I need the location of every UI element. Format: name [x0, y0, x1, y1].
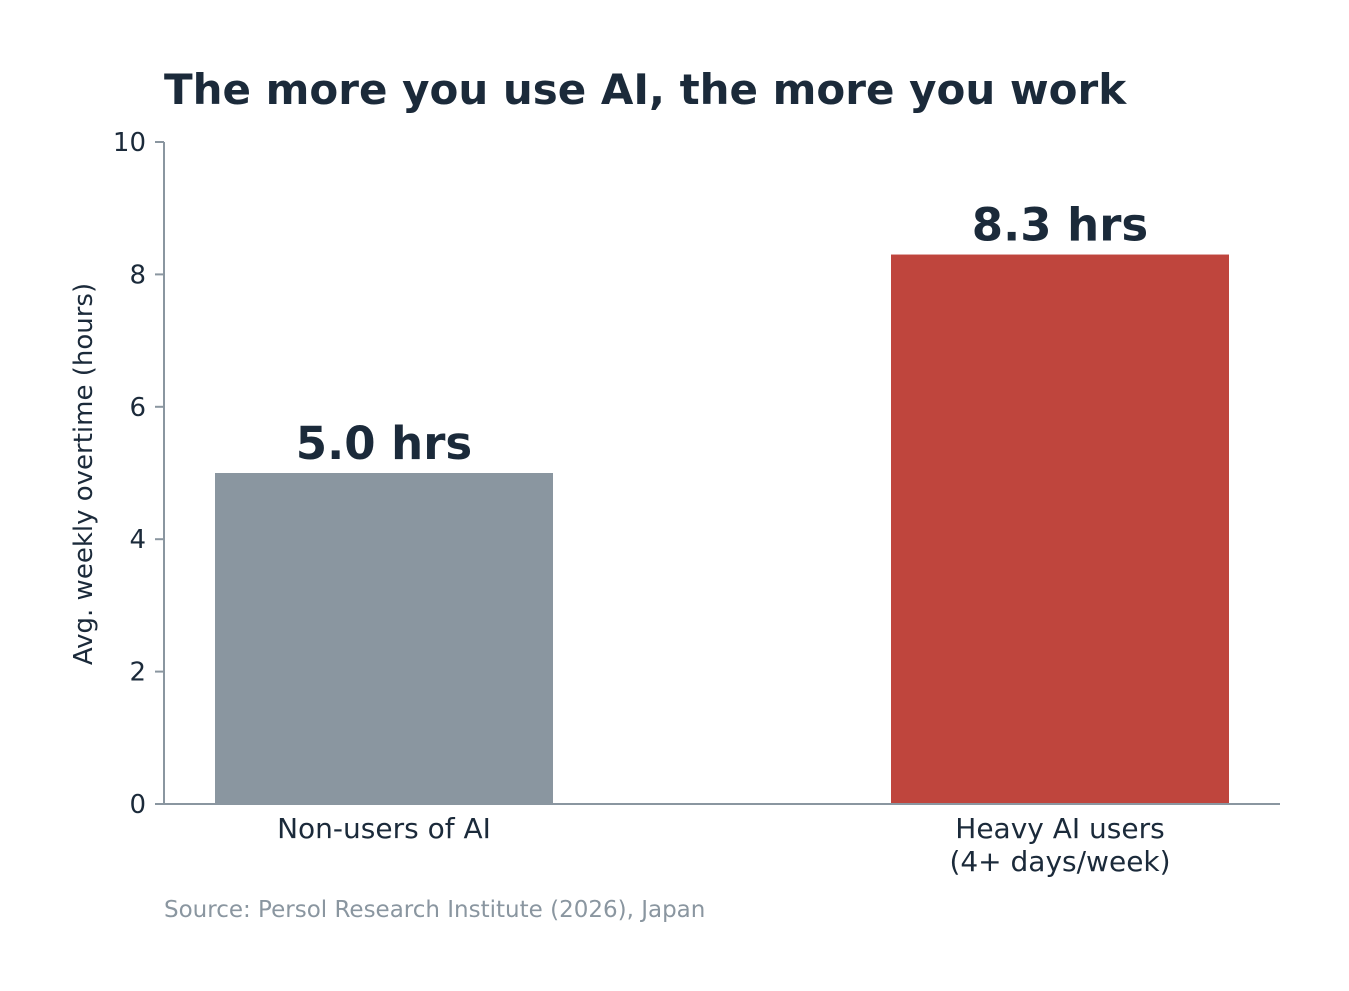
x-category-label: Heavy AI users (4+ days/week): [949, 812, 1170, 878]
bar-non-users: [215, 473, 553, 804]
source-note: Source: Persol Research Institute (2026)…: [164, 897, 705, 923]
y-tick-label: 4: [129, 525, 146, 555]
y-axis-ticks: 0 2 4 6 8 10: [113, 128, 164, 820]
chart-title: The more you use AI, the more you work: [164, 65, 1127, 114]
bar-heavy-users: [891, 254, 1229, 805]
bar-value-label: 5.0 hrs: [296, 417, 472, 470]
x-category-label: Non-users of AI: [277, 812, 491, 845]
y-tick-label: 6: [129, 393, 146, 423]
y-tick-label: 8: [129, 260, 146, 290]
bar-value-label: 8.3 hrs: [972, 199, 1148, 252]
bars: [215, 254, 1229, 805]
y-tick-label: 10: [113, 128, 146, 158]
y-axis-label: Avg. weekly overtime (hours): [69, 283, 99, 665]
y-tick-label: 2: [129, 658, 146, 688]
data-labels: 5.0 hrs 8.3 hrs: [296, 199, 1148, 470]
x-axis-category-labels: Non-users of AI Heavy AI users (4+ days/we…: [277, 812, 1170, 878]
y-tick-label: 0: [129, 790, 146, 820]
